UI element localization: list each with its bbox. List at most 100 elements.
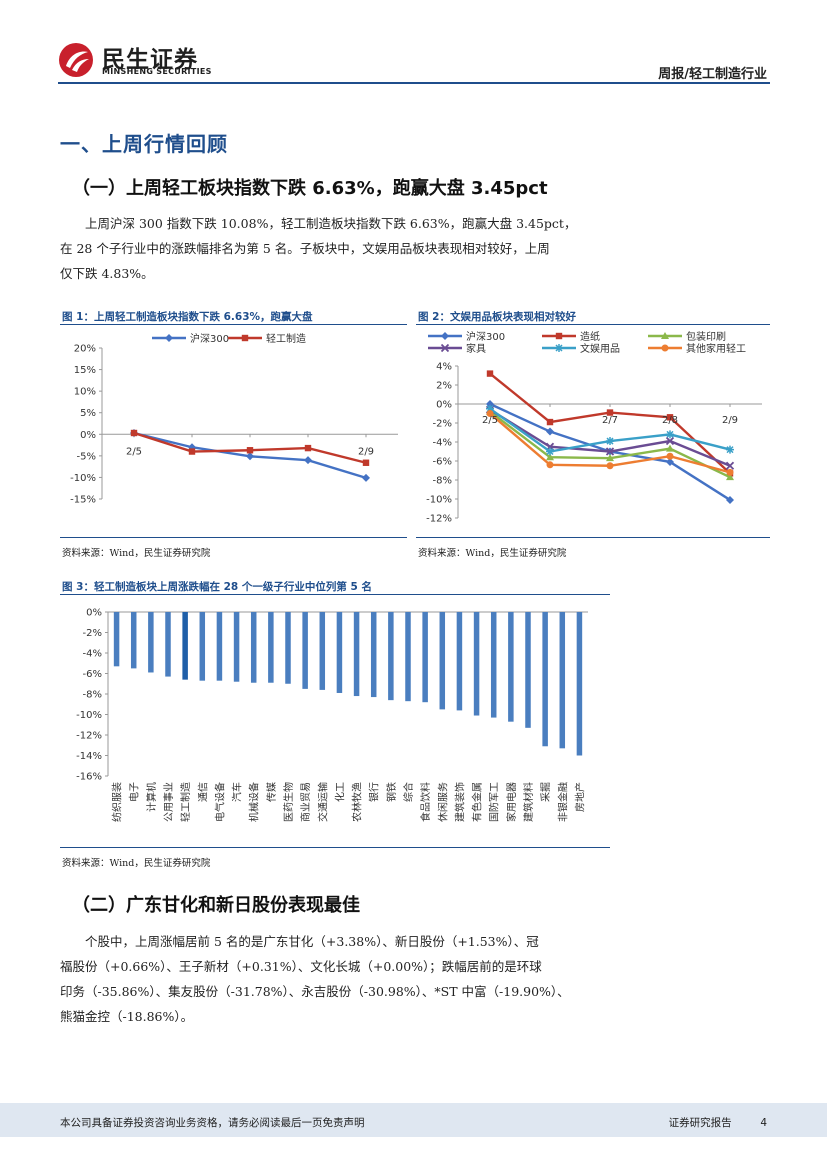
- y-tick-label: -2%: [83, 628, 102, 639]
- x-tick-label: 有色金属: [471, 782, 484, 822]
- legend-swatch-marker: [440, 343, 450, 353]
- data-point: [246, 452, 254, 461]
- report-type: 周报/轻工制造行业: [658, 67, 767, 82]
- y-tick-label: -10%: [76, 710, 102, 721]
- data-point: [726, 445, 734, 454]
- data-point: [246, 447, 254, 454]
- data-point: [666, 452, 674, 460]
- footer-bar: [0, 1103, 827, 1137]
- x-tick-label: 食品饮料: [419, 782, 432, 822]
- bar: [525, 612, 531, 728]
- figure-1-line-chart: 20% 15% 10% 5% 0% -5% -10% -15% 2/5 2/9 沪深300 轻工制造: [70, 332, 398, 506]
- bar: [216, 612, 223, 681]
- bar: [268, 612, 274, 683]
- figure-3-rule: [60, 594, 610, 595]
- data-point: [546, 427, 554, 436]
- subsection-title-1: （一）上周轻工板块指数下跌 6.63%，跑赢大盘 3.45pct: [72, 178, 548, 199]
- paragraph-line: 在 28 个子行业中的涨跌幅排名为第 5 名。子板块中，文娱用品板块表现相对较好…: [60, 241, 550, 256]
- figure-2-bottom-rule: [416, 537, 770, 538]
- paragraph-line: 印务（-35.86%）、集友股份（-31.78%）、永吉股份（-30.98%）、…: [60, 984, 570, 999]
- bar: [576, 612, 583, 756]
- figure-2-source: 资料来源：Wind，民生证券研究院: [418, 548, 567, 559]
- x-tick-label: 家用电器: [505, 782, 518, 822]
- data-point: [130, 429, 138, 437]
- data-point: [666, 444, 674, 452]
- x-tick-label: 2/9: [358, 446, 374, 457]
- figure-2-line-chart: 4% 2% 0% -2% -4% -6% -8% -10% -12% 2/5 2/7 2/8 2/9 沪深…: [426, 330, 762, 525]
- x-tick-label: 传媒: [266, 782, 278, 802]
- x-tick-label: 采掘: [539, 782, 552, 802]
- bar: [388, 612, 394, 701]
- legend-label: 沪深300: [190, 332, 229, 345]
- data-point: [726, 468, 734, 476]
- figure-1-bottom-rule: [60, 537, 407, 538]
- x-tick-label: 房地产: [573, 782, 586, 812]
- y-tick-label: 15%: [74, 365, 96, 376]
- bar: [302, 612, 308, 689]
- data-point: [606, 409, 614, 416]
- x-tick-label: 机械设备: [248, 782, 261, 822]
- x-tick-label: 通信: [197, 782, 209, 802]
- x-tick-label: 轻工制造: [179, 782, 192, 822]
- data-point: [725, 461, 735, 470]
- x-tick-label: 非银金融: [556, 782, 569, 822]
- y-tick-label: -2%: [433, 419, 452, 430]
- bar: [319, 612, 326, 690]
- data-point: [606, 462, 614, 470]
- x-tick-label: 建筑装饰: [453, 782, 466, 822]
- legend-swatch-marker: [555, 344, 563, 352]
- data-point: [188, 443, 196, 452]
- data-point: [666, 414, 674, 421]
- bar: [182, 612, 188, 680]
- data-point: [666, 457, 674, 466]
- header-divider: [58, 82, 770, 84]
- x-tick-label: 农林牧渔: [351, 782, 364, 822]
- paragraph-line: 上周沪深 300 指数下跌 10.08%，轻工制造板块指数下跌 6.63%，跑赢…: [85, 216, 577, 231]
- legend-swatch-marker: [661, 344, 669, 352]
- footer-disclaimer: 本公司具备证券投资咨询业务资格，请务必阅读最后一页免责声明: [60, 1117, 365, 1129]
- legend-label: 轻工制造: [266, 332, 306, 345]
- x-tick-label: 国防军工: [488, 782, 501, 822]
- figure-3-bar-chart: 0% -2% -4% -6% -8% -10% -12% -14% -16% 纺织服装 电子 计算机公…: [76, 608, 588, 822]
- x-tick-label: 综合: [402, 782, 415, 802]
- x-tick-label: 电子: [128, 782, 141, 802]
- subsection-title-2: （二）广东甘化和新日股份表现最佳: [72, 895, 360, 916]
- bar: [336, 612, 343, 693]
- data-point: [546, 453, 554, 461]
- y-tick-label: 0%: [86, 608, 102, 619]
- legend-swatch-marker: [661, 332, 669, 339]
- x-tick-label: 2/5: [482, 415, 498, 426]
- data-point: [606, 437, 614, 446]
- legend-label: 家具: [466, 342, 486, 355]
- bar: [130, 612, 137, 669]
- legend-label: 包装印刷: [686, 330, 726, 343]
- bar: [559, 612, 566, 749]
- y-tick-label: -8%: [83, 690, 102, 701]
- figure-3-bottom-rule: [60, 847, 610, 848]
- data-point: [665, 436, 675, 446]
- x-tick-label: 汽车: [231, 782, 244, 802]
- page-number: 4: [760, 1117, 767, 1129]
- data-point: [605, 447, 615, 456]
- y-tick-label: -6%: [83, 669, 102, 680]
- bar: [456, 612, 463, 711]
- footer-right: 证券研究报告 4: [669, 1115, 767, 1130]
- data-point: [362, 459, 370, 466]
- x-tick-label: 计算机: [145, 782, 158, 812]
- y-tick-label: -12%: [76, 731, 102, 742]
- figure-1-title: 图 1：上周轻工制造板块指数下跌 6.63%，跑赢大盘: [62, 311, 313, 323]
- figure-2-title: 图 2：文娱用品板块表现相对较好: [418, 311, 576, 323]
- y-tick-label: 10%: [74, 387, 96, 398]
- data-point: [606, 454, 614, 462]
- figure-1-rule: [60, 324, 407, 325]
- data-point: [304, 456, 312, 465]
- x-tick-label: 电气设备: [213, 782, 226, 822]
- y-tick-label: -4%: [83, 649, 102, 660]
- x-tick-label: 2/9: [722, 415, 738, 426]
- y-tick-label: 20%: [74, 344, 96, 355]
- y-tick-label: 5%: [80, 408, 96, 419]
- section-title: 一、上周行情回顾: [60, 132, 228, 156]
- bar: [370, 612, 377, 698]
- figure-3-source: 资料来源：Wind，民生证券研究院: [62, 858, 211, 869]
- bar: [490, 612, 497, 718]
